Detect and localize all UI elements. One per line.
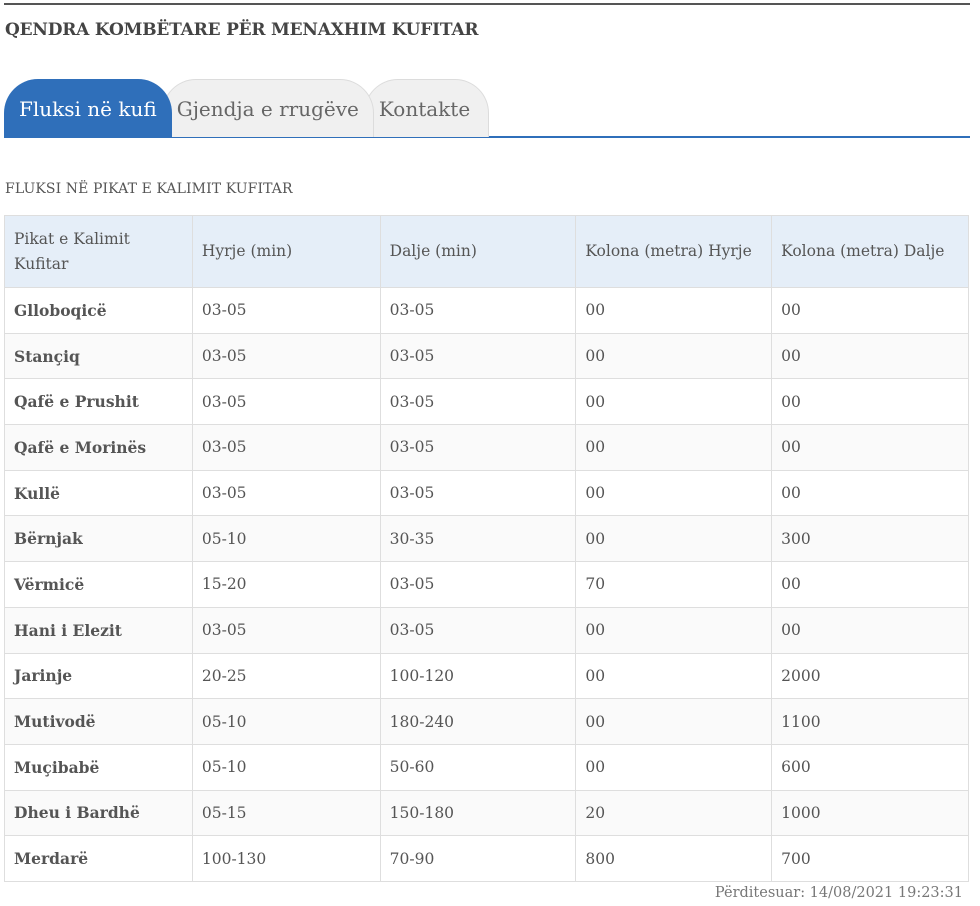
table-body: Glloboqicë 03-05 03-05 00 00 Stançiq 03-05 03-0… — [4, 287, 969, 882]
tab-kontakte[interactable]: Kontakte — [363, 79, 490, 137]
table-row: Muçibabë 05-10 50-60 00 600 — [4, 743, 969, 791]
tab-bar: Fluksi në kufi Gjendja e rrugëve Kontakt… — [4, 79, 490, 137]
table-cell: 05-10 — [191, 698, 381, 745]
table-cell: 03-05 — [191, 332, 381, 380]
table-cell: 00 — [575, 606, 773, 654]
crossing-point-name: Glloboqicë — [4, 287, 193, 334]
table-row: Merdarë 100-130 70-90 800 700 — [4, 835, 969, 882]
table-cell: 05-10 — [191, 743, 381, 791]
crossing-point-name: Bërnjak — [4, 515, 193, 563]
table-cell: 100-130 — [191, 835, 381, 882]
table-cell: 05-10 — [191, 515, 381, 563]
table-cell: 05-15 — [191, 789, 381, 837]
table-cell: 03-05 — [191, 424, 381, 471]
table-cell: 00 — [575, 287, 773, 334]
table-cell: 03-05 — [379, 606, 577, 654]
table-cell: 1000 — [771, 789, 969, 837]
table-cell: 03-05 — [379, 469, 577, 517]
table-row: Hani i Elezit 03-05 03-05 00 00 — [4, 606, 969, 654]
section-title: FLUKSI NË PIKAT E KALIMIT KUFITAR — [5, 181, 293, 197]
table-cell: 00 — [575, 332, 773, 380]
table-cell: 03-05 — [379, 287, 577, 334]
last-updated: Përditesuar: 14/08/2021 19:23:31 — [714, 885, 963, 901]
top-divider — [4, 3, 970, 5]
table-cell: 1100 — [771, 698, 969, 745]
table-cell: 00 — [575, 698, 773, 745]
table-row: Stançiq 03-05 03-05 00 00 — [4, 332, 969, 380]
table-cell: 2000 — [771, 652, 969, 700]
table-row: Dheu i Bardhë 05-15 150-180 20 1000 — [4, 789, 969, 837]
crossing-point-name: Muçibabë — [4, 743, 193, 791]
table-cell: 03-05 — [191, 378, 381, 426]
table-cell: 00 — [771, 424, 969, 471]
table-cell: 03-05 — [191, 606, 381, 654]
table-cell: 150-180 — [379, 789, 577, 837]
table-row: Jarinje 20-25 100-120 00 2000 — [4, 652, 969, 700]
table-row: Qafë e Prushit 03-05 03-05 00 00 — [4, 378, 969, 426]
table-cell: 800 — [575, 835, 773, 882]
table-cell: 00 — [575, 743, 773, 791]
table-row: Glloboqicë 03-05 03-05 00 00 — [4, 287, 969, 334]
crossing-point-name: Merdarë — [4, 835, 193, 882]
crossing-point-name: Vërmicë — [4, 561, 193, 608]
table-cell: 00 — [771, 561, 969, 608]
table-cell: 03-05 — [191, 287, 381, 334]
crossing-point-name: Qafë e Prushit — [4, 378, 193, 426]
table-row: Kullë 03-05 03-05 00 00 — [4, 469, 969, 517]
table-cell: 20-25 — [191, 652, 381, 700]
table-header-row: Pikat e Kalimit Kufitar Hyrje (min) Dalj… — [4, 215, 969, 288]
table-cell: 00 — [771, 378, 969, 426]
tab-underline — [4, 136, 970, 138]
table-cell: 03-05 — [379, 561, 577, 608]
table-cell: 180-240 — [379, 698, 577, 745]
table-cell: 600 — [771, 743, 969, 791]
table-cell: 03-05 — [379, 378, 577, 426]
table-cell: 00 — [771, 332, 969, 380]
table-cell: 03-05 — [379, 424, 577, 471]
table-cell: 00 — [575, 652, 773, 700]
table-row: Qafë e Morinës 03-05 03-05 00 00 — [4, 424, 969, 471]
crossing-point-name: Hani i Elezit — [4, 606, 193, 654]
table-cell: 00 — [771, 469, 969, 517]
tab-fluksi-ne-kufi[interactable]: Fluksi në kufi — [4, 79, 172, 137]
header-queue-exit: Kolona (metra) Dalje — [771, 215, 969, 288]
table-cell: 00 — [575, 469, 773, 517]
border-flux-table: Pikat e Kalimit Kufitar Hyrje (min) Dalj… — [4, 215, 969, 882]
table-cell: 70 — [575, 561, 773, 608]
table-cell: 00 — [575, 424, 773, 471]
table-row: Vërmicë 15-20 03-05 70 00 — [4, 561, 969, 608]
table-cell: 100-120 — [379, 652, 577, 700]
tab-gjendja-e-rrugeve[interactable]: Gjendja e rrugëve — [161, 79, 374, 137]
table-row: Bërnjak 05-10 30-35 00 300 — [4, 515, 969, 563]
table-row: Mutivodë 05-10 180-240 00 1100 — [4, 698, 969, 745]
header-entry-min: Hyrje (min) — [191, 215, 381, 288]
table-cell: 15-20 — [191, 561, 381, 608]
table-cell: 00 — [771, 287, 969, 334]
crossing-point-name: Dheu i Bardhë — [4, 789, 193, 837]
crossing-point-name: Kullë — [4, 469, 193, 517]
table-cell: 70-90 — [379, 835, 577, 882]
table-cell: 20 — [575, 789, 773, 837]
crossing-point-name: Qafë e Morinës — [4, 424, 193, 471]
crossing-point-name: Stançiq — [4, 332, 193, 380]
table-cell: 300 — [771, 515, 969, 563]
table-cell: 700 — [771, 835, 969, 882]
page-title: QENDRA KOMBËTARE PËR MENAXHIM KUFITAR — [5, 20, 479, 40]
table-cell: 00 — [575, 515, 773, 563]
table-cell: 03-05 — [379, 332, 577, 380]
table-cell: 00 — [771, 606, 969, 654]
table-cell: 30-35 — [379, 515, 577, 563]
crossing-point-name: Jarinje — [4, 652, 193, 700]
crossing-point-name: Mutivodë — [4, 698, 193, 745]
table-cell: 50-60 — [379, 743, 577, 791]
header-exit-min: Dalje (min) — [379, 215, 577, 288]
header-crossing-point: Pikat e Kalimit Kufitar — [4, 215, 193, 288]
table-cell: 03-05 — [191, 469, 381, 517]
header-queue-entry: Kolona (metra) Hyrje — [575, 215, 773, 288]
table-cell: 00 — [575, 378, 773, 426]
